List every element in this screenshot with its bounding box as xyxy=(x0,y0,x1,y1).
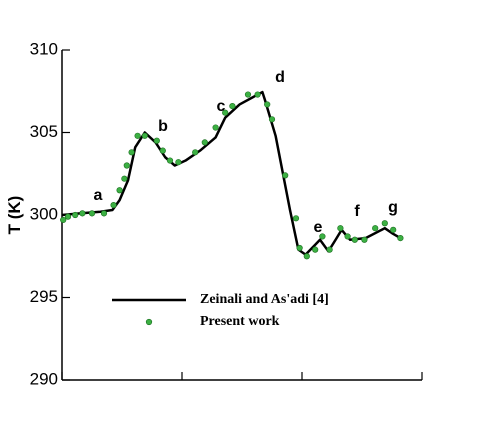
scatter-point xyxy=(372,225,379,232)
scatter-point xyxy=(337,225,344,232)
scatter-point xyxy=(88,210,96,217)
scatter-point xyxy=(319,233,326,240)
scatter-point xyxy=(351,236,358,243)
scatter-point xyxy=(326,246,333,253)
legend-label: Zeinali and As'adi [4] xyxy=(200,292,329,307)
scatter-point xyxy=(201,139,208,146)
scatter-point xyxy=(79,210,86,217)
annotation: f xyxy=(354,203,360,220)
annotation: e xyxy=(314,219,323,236)
y-tick-label: 290 xyxy=(30,369,58,388)
scatter-point xyxy=(100,210,108,217)
y-tick-label: 310 xyxy=(30,39,58,58)
scatter-point xyxy=(344,233,351,240)
scatter-point xyxy=(175,159,182,166)
scatter-point xyxy=(282,172,289,179)
scatter-point xyxy=(229,102,236,110)
annotation: a xyxy=(94,187,103,204)
annotation: c xyxy=(217,98,226,115)
annotation: d xyxy=(275,69,285,86)
scatter-point xyxy=(159,147,166,154)
scatter-point xyxy=(264,101,271,108)
scatter-point xyxy=(361,236,368,243)
scatter-point xyxy=(192,149,199,156)
scatter-point xyxy=(60,216,67,224)
scatter-point xyxy=(254,91,261,98)
scatter-point xyxy=(312,246,319,253)
scatter-point xyxy=(121,175,128,182)
scatter-point xyxy=(303,253,310,260)
scatter-point xyxy=(64,213,72,220)
scatter-point xyxy=(397,235,404,242)
y-tick-label: 300 xyxy=(30,204,58,223)
scatter-point xyxy=(212,124,219,131)
scatter-point xyxy=(110,202,117,209)
scatter-point xyxy=(244,91,252,98)
legend-label: Present work xyxy=(200,314,280,329)
y-tick-label: 295 xyxy=(30,287,58,306)
scatter-point xyxy=(381,220,388,227)
annotation: g xyxy=(388,199,398,216)
scatter-point xyxy=(153,137,160,144)
y-axis-label: T (K) xyxy=(5,196,24,235)
scatter-point xyxy=(134,132,141,139)
scatter-point xyxy=(292,215,300,222)
y-tick-label: 305 xyxy=(30,122,58,141)
scatter-point xyxy=(166,157,174,164)
legend-swatch xyxy=(145,318,153,326)
scatter-point xyxy=(390,226,397,233)
line-series xyxy=(61,90,402,256)
scatter-point xyxy=(72,211,79,219)
scatter-point xyxy=(222,109,229,116)
scatter-point xyxy=(123,162,130,169)
scatter-point xyxy=(128,149,135,156)
scatter-point xyxy=(141,132,148,139)
annotation: b xyxy=(158,118,168,135)
scatter-point xyxy=(268,116,276,123)
scatter-point xyxy=(116,187,123,194)
scatter-point xyxy=(296,244,303,252)
